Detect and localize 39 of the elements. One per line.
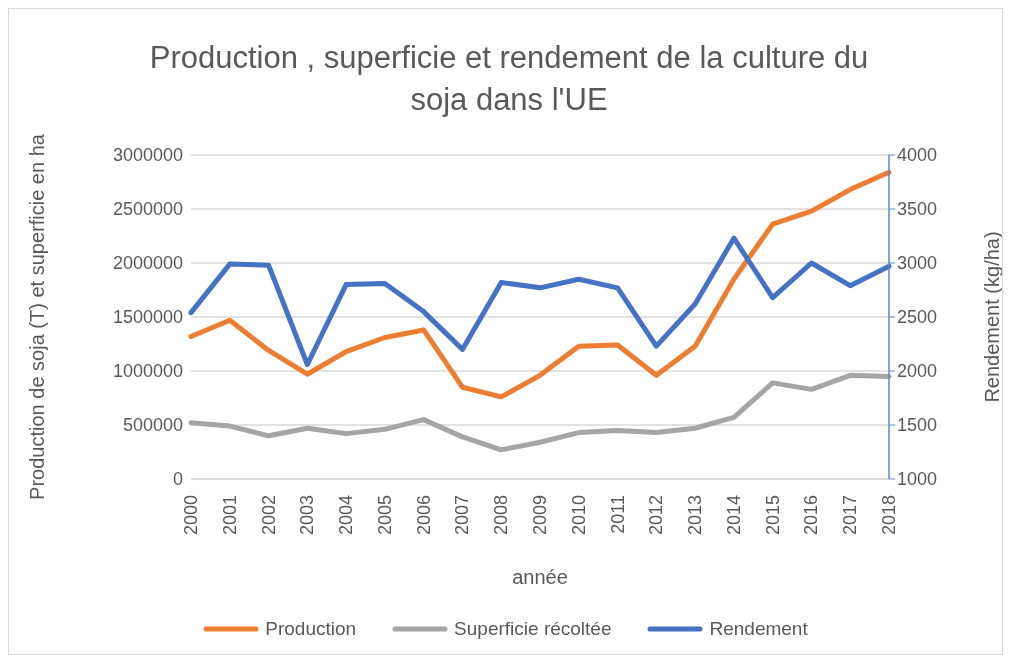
y-axis-title: Production de soja (T) et superficie en ha [26, 133, 49, 500]
x-tick-label: 2017 [840, 495, 861, 536]
x-tick-label: 2002 [258, 495, 279, 536]
x-tick-label: 2014 [723, 495, 744, 536]
chart-title: Production , superficie et rendement de la culture du soja dans l'UE [148, 39, 870, 119]
y2-tick-label: 1000 [897, 469, 938, 490]
y2-tick-label: 3000 [897, 253, 938, 274]
x-tick-label: 2006 [413, 495, 434, 536]
y2-tick-label: 3500 [897, 199, 938, 220]
x-tick-label: 2000 [181, 495, 201, 536]
y2-tick-label: 4000 [897, 145, 938, 166]
y2-tick-label: 2500 [897, 307, 938, 328]
x-axis-title: année [512, 566, 568, 588]
y2-tick-label: 2000 [897, 361, 938, 382]
x-tick-label: 2003 [297, 495, 318, 536]
x-tick-label: 2011 [607, 495, 628, 534]
y2-tick-label: 1500 [897, 415, 938, 436]
y-tick-label: 3000000 [112, 145, 183, 166]
legend-label: Superficie récoltée [454, 618, 612, 640]
y-tick-label: 2500000 [112, 199, 183, 220]
x-tick-label: 2016 [801, 495, 822, 536]
x-tick-label: 2010 [568, 495, 589, 536]
x-tick-label: 2005 [374, 495, 395, 536]
x-tick-label: 2007 [452, 495, 473, 536]
x-tick-label: 2008 [491, 495, 512, 536]
x-tick-label: 2015 [762, 495, 783, 536]
x-tick-label: 2012 [646, 495, 667, 536]
legend-label: Production [265, 618, 357, 640]
x-tick-label: 2013 [685, 495, 706, 536]
y-tick-label: 0 [172, 469, 183, 490]
x-tick-label: 2004 [336, 495, 357, 536]
y-tick-label: 1500000 [112, 307, 183, 328]
x-tick-label: 2018 [879, 495, 899, 536]
legend-label: Rendement [709, 618, 808, 640]
x-tick-label: 2009 [530, 495, 550, 536]
x-tick-label: 2001 [219, 495, 240, 536]
y-tick-label: 2000000 [112, 253, 183, 274]
y-tick-label: 1000000 [112, 361, 183, 382]
y-tick-label: 500000 [122, 415, 183, 436]
